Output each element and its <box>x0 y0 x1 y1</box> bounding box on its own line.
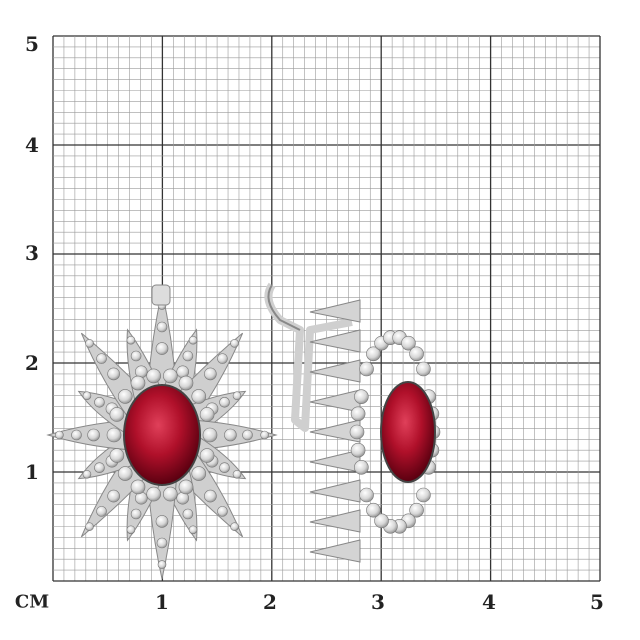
diamond <box>232 391 242 401</box>
diamond <box>409 502 424 518</box>
diamond <box>219 462 230 474</box>
petal <box>309 509 361 533</box>
y-tick-label: 2 <box>25 351 39 375</box>
diamond <box>163 486 178 502</box>
diamond <box>350 442 366 458</box>
diamond <box>130 508 142 520</box>
diamond <box>117 389 133 404</box>
diamond <box>354 389 369 404</box>
diamond <box>130 479 146 495</box>
diamond <box>82 391 92 401</box>
diamond <box>130 375 146 391</box>
diamond <box>156 537 168 549</box>
earring-front-view <box>46 284 278 580</box>
top-bail <box>151 284 171 306</box>
y-tick-label: 3 <box>25 241 39 265</box>
diamond <box>82 469 92 479</box>
diamond <box>401 335 416 351</box>
diamond <box>199 448 215 463</box>
diamond <box>204 489 217 503</box>
diamond <box>230 522 239 531</box>
diamond <box>130 350 142 362</box>
diamond <box>178 479 194 495</box>
diamond <box>71 429 82 441</box>
diamond <box>107 489 120 503</box>
diamond <box>354 460 369 475</box>
x-tick-label: 3 <box>371 590 385 614</box>
diamond <box>191 466 207 481</box>
diamond <box>126 525 136 535</box>
ruby-stone <box>123 384 201 486</box>
diamond <box>230 339 239 348</box>
diamond <box>204 367 217 381</box>
x-tick-label: 1 <box>155 590 169 614</box>
diamond <box>416 487 431 503</box>
diamond <box>224 428 237 442</box>
diamond <box>87 428 100 442</box>
diamond <box>191 389 207 404</box>
diamond <box>217 506 228 517</box>
diamond <box>85 339 94 348</box>
y-tick-label: 5 <box>25 32 39 56</box>
petal <box>309 359 361 383</box>
diamond <box>106 427 122 443</box>
diamond <box>117 466 133 481</box>
diamond <box>156 321 168 333</box>
ruby-stone <box>380 381 436 483</box>
diamond <box>374 513 389 529</box>
diamond <box>366 346 381 362</box>
diamond <box>96 353 107 364</box>
diamond <box>188 525 198 535</box>
diamond <box>416 361 431 377</box>
diamond <box>126 335 136 345</box>
diamond <box>359 487 374 503</box>
x-tick-label: 2 <box>263 590 277 614</box>
diamond <box>96 506 107 517</box>
earring-side-view <box>264 282 441 563</box>
diamond <box>182 508 194 520</box>
diamond <box>55 430 64 440</box>
petal <box>309 299 361 323</box>
diamond <box>155 342 169 355</box>
diamond <box>182 350 194 362</box>
diamond <box>217 353 228 364</box>
unit-label: CM <box>14 591 50 613</box>
y-tick-label: 1 <box>25 460 39 484</box>
petal <box>309 389 361 413</box>
diamond <box>163 368 178 384</box>
diamond <box>350 406 366 422</box>
diamond <box>146 368 161 384</box>
petal <box>309 329 361 353</box>
y-tick-label: 4 <box>25 133 39 157</box>
diamond <box>146 486 161 502</box>
diamond <box>232 469 242 479</box>
diamond <box>260 430 269 440</box>
diamond <box>157 560 167 569</box>
x-tick-label: 5 <box>590 590 604 614</box>
diamond <box>94 396 105 408</box>
diamond <box>202 427 218 443</box>
diamond <box>85 522 94 531</box>
diamond <box>219 396 230 408</box>
x-tick-label: 4 <box>482 590 496 614</box>
petal <box>309 539 361 563</box>
diamond <box>109 407 125 422</box>
diamond <box>366 502 381 518</box>
diamond <box>409 346 424 362</box>
diamond <box>178 375 194 391</box>
diamond <box>199 407 215 422</box>
diamond <box>359 361 374 377</box>
diamond <box>94 462 105 474</box>
diamond <box>242 429 253 441</box>
petal <box>309 479 361 503</box>
diamond <box>155 515 169 528</box>
diamond <box>349 424 365 440</box>
diamond <box>109 448 125 463</box>
diamond <box>107 367 120 381</box>
diamond <box>188 335 198 345</box>
